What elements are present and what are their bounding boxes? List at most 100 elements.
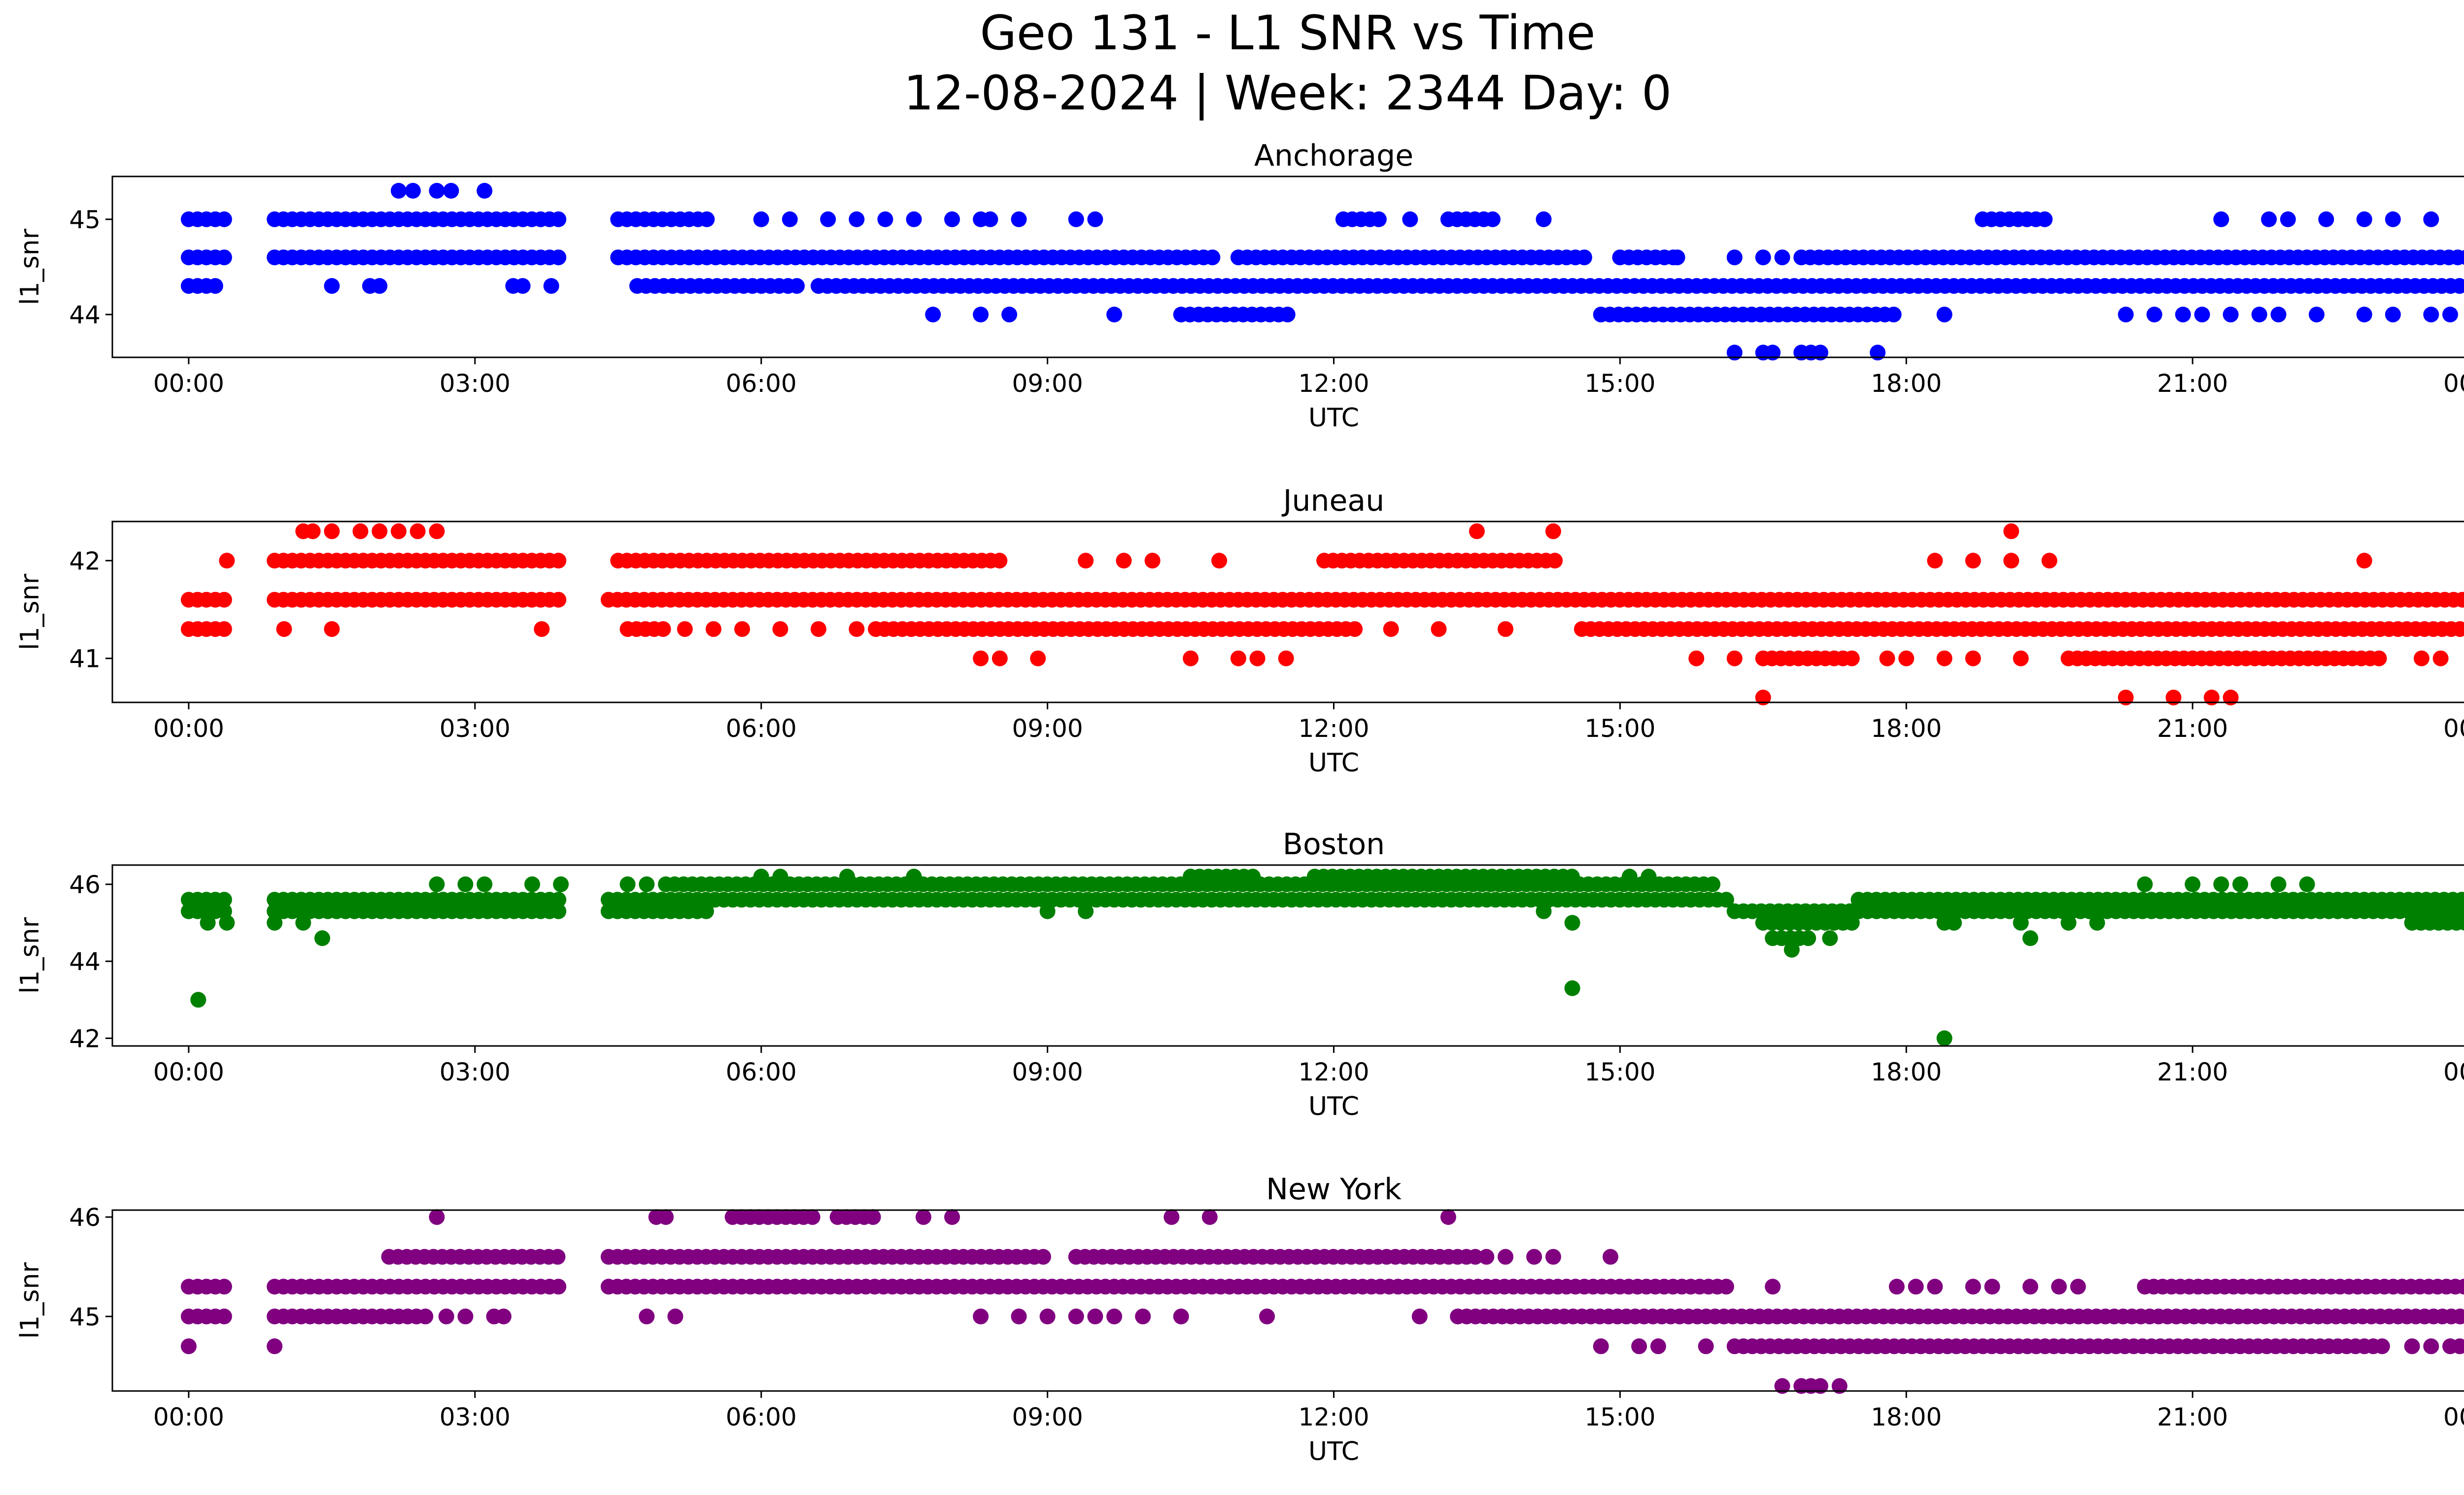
- x-tick-label: 00:00: [153, 1058, 224, 1086]
- data-point: [992, 553, 1008, 569]
- data-point: [2165, 690, 2182, 706]
- data-point: [1698, 1338, 1714, 1355]
- y-tick-label: 46: [69, 870, 101, 899]
- data-point: [2463, 895, 2464, 904]
- data-point: [1755, 249, 1771, 266]
- data-point: [1898, 650, 1915, 666]
- data-point: [915, 1209, 931, 1225]
- data-point: [1726, 650, 1743, 666]
- data-point: [2413, 650, 2430, 666]
- data-point: [457, 1308, 474, 1324]
- data-point: [1173, 1308, 1189, 1324]
- data-point: [2457, 915, 2464, 931]
- data-point: [1431, 621, 1447, 637]
- scatter-series: [180, 1209, 2464, 1394]
- data-point: [1135, 1308, 1151, 1324]
- data-point: [1498, 621, 1513, 637]
- data-point: [372, 278, 388, 294]
- data-point: [1526, 1249, 1542, 1265]
- data-point: [1705, 876, 1721, 892]
- subplot-new-york: New York 00:00 03:00 06:00 09:00 12:00 15:00 18…: [15, 1172, 2464, 1466]
- data-point: [1087, 1308, 1103, 1324]
- data-point: [2185, 876, 2201, 892]
- data-point: [2003, 553, 2019, 569]
- data-point: [543, 278, 559, 294]
- data-point: [667, 1308, 684, 1324]
- data-point: [1718, 1279, 1734, 1295]
- data-point: [1844, 915, 1860, 931]
- x-tick-label: 09:00: [1012, 1403, 1083, 1431]
- data-point: [1035, 1249, 1051, 1265]
- x-tick-label: 00:00: [2443, 369, 2464, 398]
- x-tick-label: 00:00: [153, 369, 224, 398]
- x-tick-label: 03:00: [440, 369, 511, 398]
- data-point: [2037, 211, 2053, 227]
- data-point: [219, 553, 235, 569]
- data-point: [639, 876, 655, 892]
- data-point: [877, 211, 893, 227]
- data-point: [534, 621, 550, 637]
- data-point: [2459, 250, 2464, 265]
- data-point: [2013, 915, 2029, 931]
- y-axis-label: l1_snr: [15, 573, 45, 650]
- data-point: [1765, 1279, 1781, 1295]
- data-point: [1927, 1279, 1943, 1295]
- data-point: [1603, 1249, 1618, 1265]
- data-point: [810, 621, 826, 637]
- data-point: [1650, 1338, 1666, 1355]
- data-point: [276, 621, 292, 637]
- data-point: [477, 183, 493, 199]
- y-axis-label: l1_snr: [15, 1262, 45, 1339]
- x-tick-label: 00:00: [2443, 714, 2464, 743]
- data-point: [216, 211, 232, 227]
- data-point: [324, 621, 340, 637]
- data-point: [1545, 523, 1561, 539]
- x-tick-label: 00:00: [153, 1403, 224, 1431]
- data-point: [658, 1209, 674, 1225]
- data-point: [2451, 278, 2464, 294]
- data-point: [2223, 690, 2239, 706]
- data-point: [839, 869, 855, 885]
- data-point: [705, 621, 721, 637]
- data-point: [2232, 876, 2248, 892]
- data-point: [324, 278, 340, 294]
- data-point: [789, 278, 805, 294]
- data-point: [1536, 903, 1552, 919]
- data-point: [1440, 1209, 1456, 1225]
- data-point: [2270, 876, 2287, 892]
- data-point: [1844, 650, 1860, 666]
- x-tick-label: 09:00: [1012, 1058, 1083, 1086]
- data-point: [216, 892, 232, 908]
- data-point: [2261, 211, 2277, 227]
- x-tick-label: 12:00: [1298, 1058, 1369, 1086]
- data-point: [550, 249, 567, 266]
- data-point: [734, 621, 750, 637]
- data-point: [553, 876, 569, 892]
- x-tick-label: 12:00: [1298, 369, 1369, 398]
- data-point: [1536, 211, 1552, 227]
- data-point: [1078, 903, 1094, 919]
- x-tick-label: 21:00: [2157, 1058, 2228, 1086]
- data-point: [2251, 307, 2267, 323]
- data-point: [849, 211, 865, 227]
- data-point: [1576, 249, 1592, 266]
- data-point: [1164, 1209, 1180, 1225]
- data-point: [410, 523, 426, 539]
- data-point: [1641, 869, 1657, 885]
- data-point: [1822, 930, 1838, 946]
- data-point: [2356, 307, 2372, 323]
- data-point: [429, 1209, 445, 1225]
- data-point: [2146, 307, 2162, 323]
- data-point: [2194, 307, 2210, 323]
- x-axis-label: UTC: [1308, 1437, 1359, 1466]
- x-tick-label: 03:00: [440, 714, 511, 743]
- data-point: [1813, 1378, 1828, 1394]
- data-point: [372, 523, 388, 539]
- data-point: [2385, 211, 2401, 227]
- data-point: [2013, 650, 2029, 666]
- data-point: [1688, 650, 1705, 666]
- scatter-series: [180, 523, 2464, 706]
- data-point: [1669, 249, 1685, 266]
